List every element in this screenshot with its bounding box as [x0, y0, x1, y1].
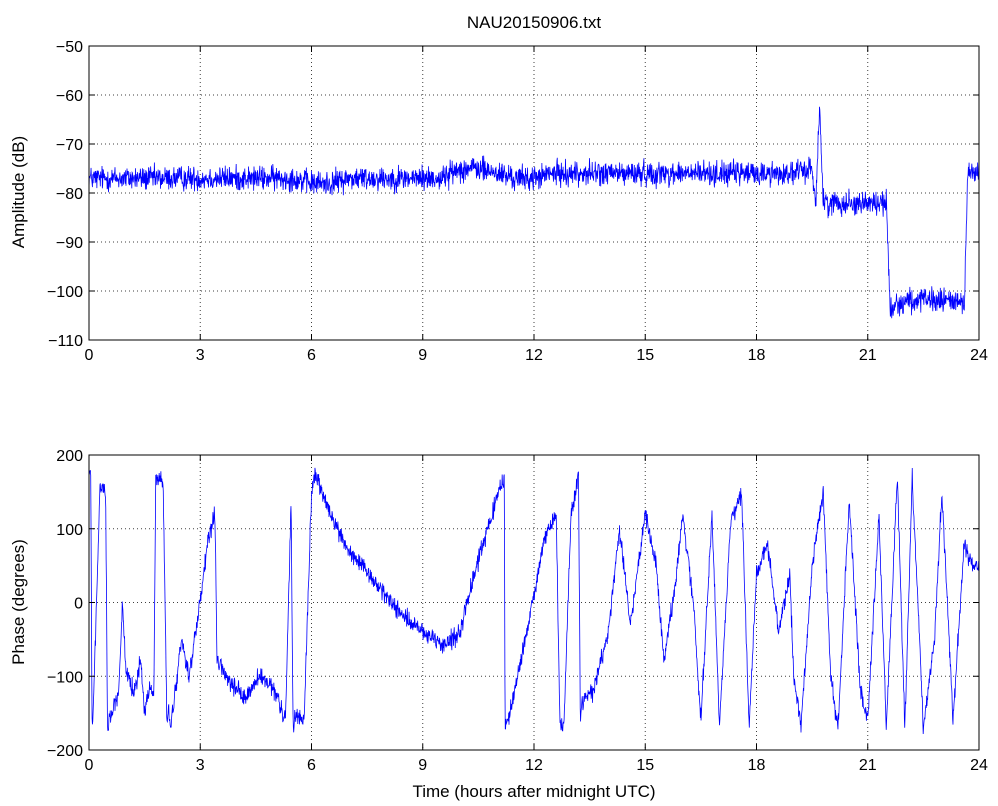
x-tick-label: 0: [85, 757, 94, 774]
x-tick-label: 6: [307, 757, 316, 774]
y-tick-label: −100: [47, 669, 83, 686]
x-tick-label: 18: [748, 757, 766, 774]
phase-y-axis-label: Phase (degrees): [9, 539, 28, 665]
phase-axes: Phase (degrees) Time (hours after midnig…: [9, 448, 988, 801]
y-tick-label: −60: [56, 88, 83, 105]
y-tick-label: −110: [48, 333, 83, 350]
y-tick-label: −100: [47, 284, 83, 301]
y-tick-label: −80: [56, 186, 83, 203]
x-tick-label: 15: [636, 757, 654, 774]
amplitude-axes: NAU20150906.txt Amplitude (dB) 0 3 6 9 12 15 1…: [9, 13, 988, 364]
x-tick-label: 15: [636, 347, 654, 364]
x-tick-label: 24: [970, 757, 988, 774]
signal-series-line: [88, 106, 980, 319]
x-tick-label: 9: [418, 347, 427, 364]
y-tick-label: 0: [74, 596, 83, 613]
x-tick-label: 18: [748, 347, 766, 364]
y-tick-label: −90: [56, 235, 83, 252]
amplitude-y-axis-label: Amplitude (dB): [9, 136, 28, 248]
y-tick-label: 200: [56, 448, 83, 465]
x-tick-label: 21: [859, 347, 877, 364]
x-tick-label: 21: [859, 757, 877, 774]
x-tick-label: 24: [970, 347, 988, 364]
phase-x-axis-label: Time (hours after midnight UTC): [412, 782, 655, 801]
x-tick-label: 0: [85, 347, 94, 364]
x-tick-label: 12: [525, 757, 543, 774]
x-tick-label: 9: [418, 757, 427, 774]
signal-series-line: [88, 467, 980, 735]
x-tick-label: 6: [307, 347, 316, 364]
y-tick-label: −70: [56, 137, 83, 154]
y-tick-label: −50: [56, 39, 83, 56]
x-tick-label: 12: [525, 347, 543, 364]
x-tick-label: 3: [196, 757, 205, 774]
y-tick-label: −200: [47, 743, 83, 760]
y-tick-label: 100: [56, 522, 83, 539]
chart-title: NAU20150906.txt: [467, 13, 601, 32]
x-tick-label: 3: [196, 347, 205, 364]
